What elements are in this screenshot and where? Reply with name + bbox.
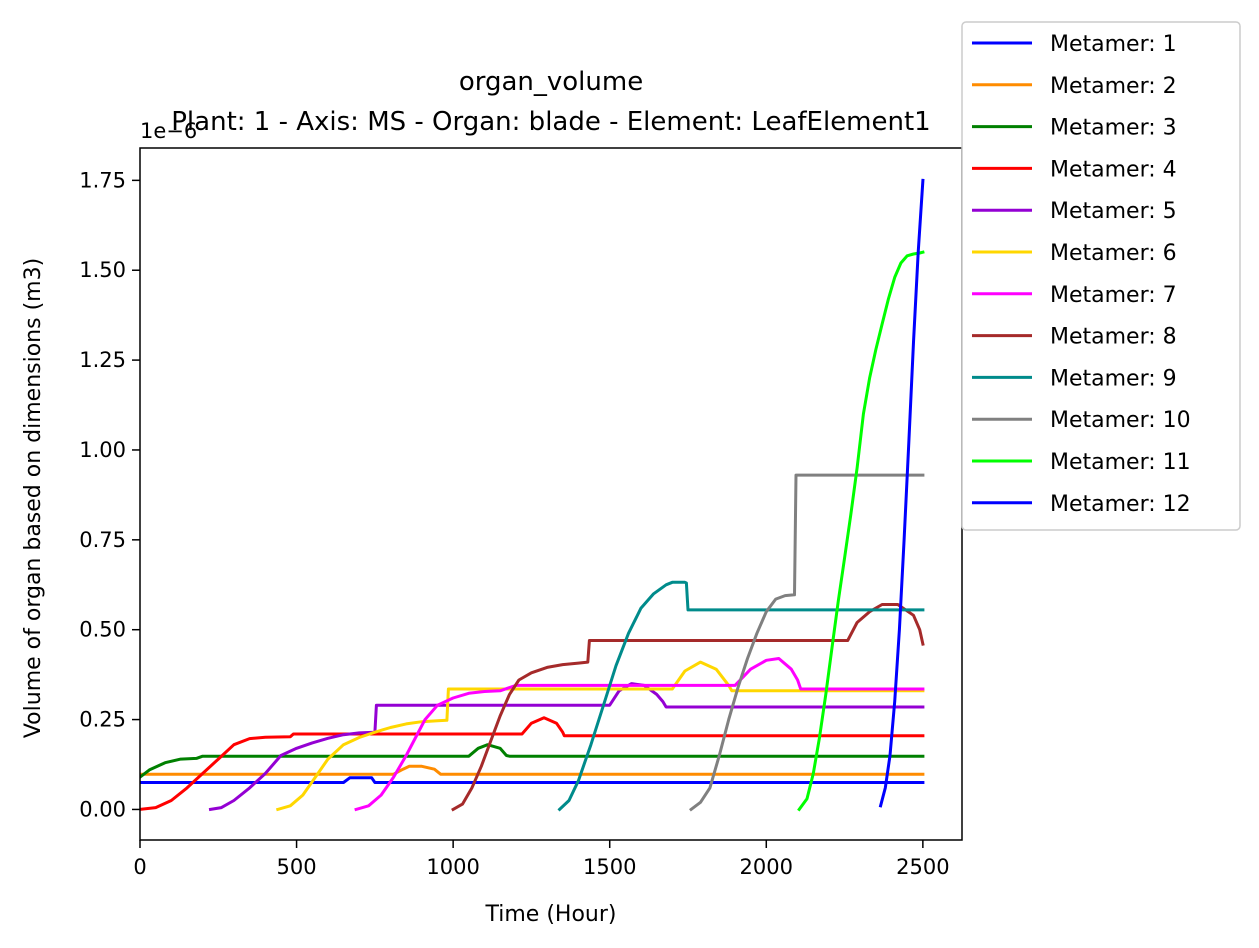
- x-tick-label: 1500: [583, 855, 636, 879]
- legend-box: [961, 21, 1241, 531]
- legend-label: Metamer: 9: [1050, 366, 1177, 391]
- series-line-metamer-12: [878, 178, 925, 808]
- legend-label: Metamer: 8: [1050, 325, 1177, 350]
- y-tick-label: 1.75: [79, 168, 126, 192]
- legend-label: Metamer: 11: [1050, 450, 1191, 475]
- legend-label: Metamer: 2: [1050, 74, 1177, 99]
- x-tick-label: 2000: [740, 855, 793, 879]
- legend-label: Metamer: 7: [1050, 283, 1177, 308]
- chart-title: organ_volume: [459, 67, 643, 97]
- series-line-metamer-1: [140, 776, 925, 784]
- series-line-metamer-10: [688, 473, 925, 812]
- legend-label: Metamer: 3: [1050, 116, 1177, 141]
- legend: Metamer: 1 Metamer: 2 Metamer: 3 Metamer: 4…: [961, 21, 1241, 531]
- y-tick-label: 1.00: [79, 438, 126, 462]
- y-tick-label: 1.50: [79, 258, 126, 282]
- y-offset-label: 1e−6: [140, 119, 197, 143]
- x-tick-label: 0: [133, 855, 146, 879]
- series-line-metamer-11: [797, 250, 925, 812]
- y-tick-label: 1.25: [79, 348, 126, 372]
- x-axis-label: Time (Hour): [485, 902, 617, 927]
- x-tick-label: 2500: [896, 855, 949, 879]
- y-tick-label: 0.25: [79, 708, 126, 732]
- series-line-metamer-3: [140, 743, 925, 779]
- y-tick-label: 0.00: [79, 797, 126, 821]
- series-line-metamer-7: [354, 657, 925, 812]
- series-line-metamer-8: [451, 603, 925, 812]
- plot-area: [140, 178, 925, 812]
- legend-label: Metamer: 1: [1050, 32, 1177, 57]
- legend-label: Metamer: 10: [1050, 408, 1191, 433]
- y-axis-label: Volume of organ based on dimensions (m3): [21, 258, 46, 738]
- x-tick-label: 500: [277, 855, 317, 879]
- legend-label: Metamer: 4: [1050, 157, 1177, 182]
- legend-label: Metamer: 12: [1050, 492, 1191, 517]
- y-tick-label: 0.50: [79, 618, 126, 642]
- series-line-metamer-4: [140, 716, 925, 811]
- legend-label: Metamer: 6: [1050, 241, 1177, 266]
- axis-ticks: 0 500 1000 1500 2000 2500 0.00 0.25 0.50 0.75 1.00…: [79, 168, 949, 879]
- y-tick-label: 0.75: [79, 528, 126, 552]
- series-line-metamer-9: [557, 580, 925, 812]
- legend-label: Metamer: 5: [1050, 199, 1177, 224]
- x-tick-label: 1000: [426, 855, 479, 879]
- chart-subtitle: Plant: 1 - Axis: MS - Organ: blade - Ele…: [171, 107, 930, 137]
- series-line-metamer-6: [275, 660, 925, 812]
- series-line-metamer-5: [208, 682, 925, 812]
